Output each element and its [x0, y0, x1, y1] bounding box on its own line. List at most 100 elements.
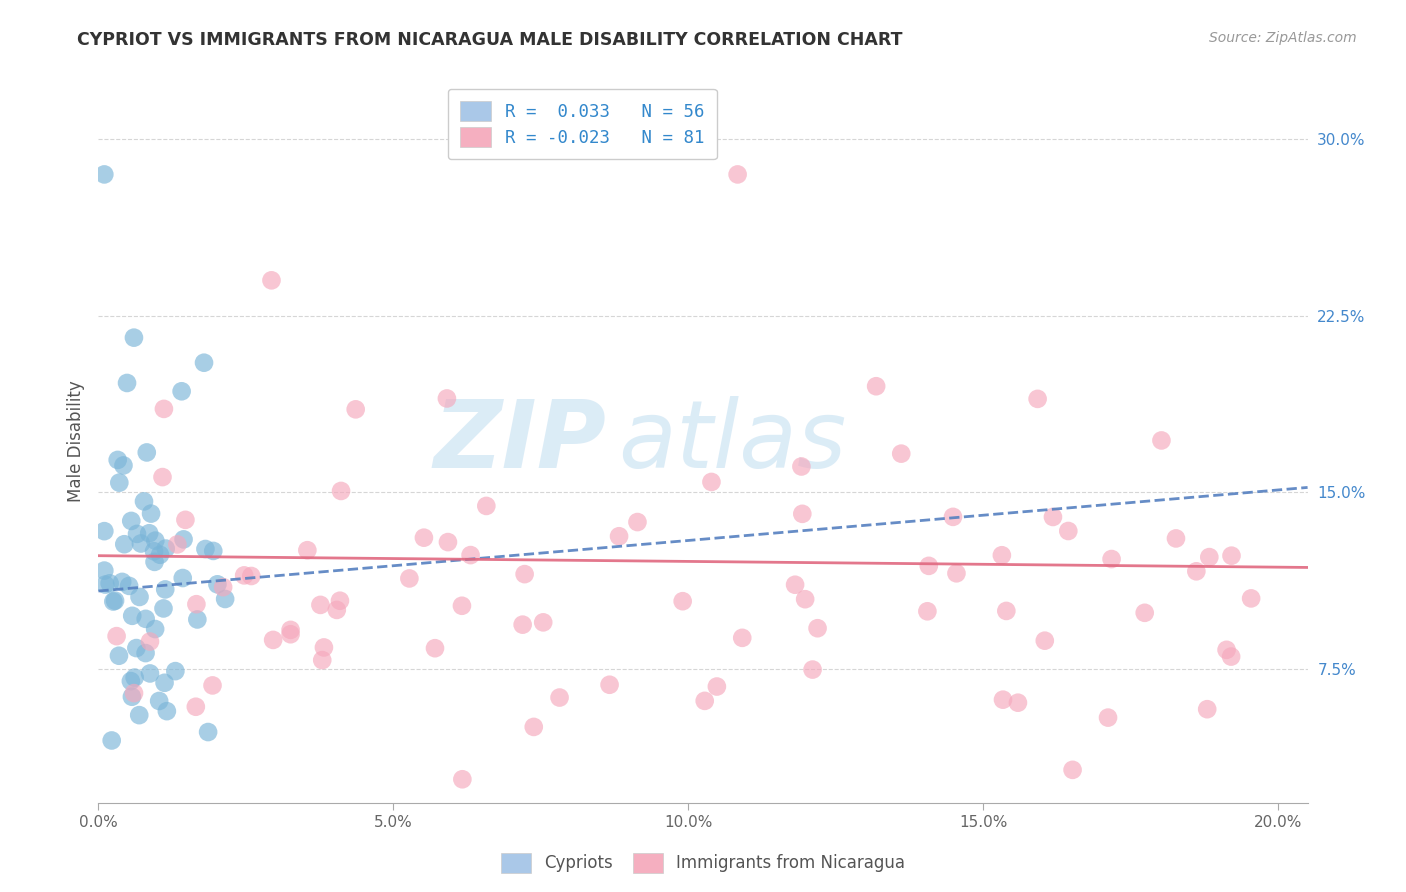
Point: [599, 678, 621, 692]
Point: [132, 494, 155, 508]
Point: [1220, 549, 1243, 563]
Point: [107, 453, 129, 467]
Point: [155, 582, 177, 597]
Point: [423, 641, 446, 656]
Point: [93, 564, 115, 578]
Point: [122, 686, 145, 700]
Point: [1198, 550, 1220, 565]
Point: [135, 445, 157, 459]
Point: [783, 578, 806, 592]
Point: [152, 601, 174, 615]
Point: [262, 632, 284, 647]
Point: [212, 580, 235, 594]
Point: [311, 653, 333, 667]
Point: [149, 548, 172, 562]
Legend: R =  0.033   N = 56, R = -0.023   N = 81: R = 0.033 N = 56, R = -0.023 N = 81: [447, 89, 717, 160]
Point: [93, 168, 115, 182]
Point: [1062, 763, 1084, 777]
Point: [700, 475, 723, 489]
Point: [531, 615, 554, 630]
Point: [172, 571, 194, 585]
Point: [100, 733, 122, 747]
Point: [120, 674, 142, 689]
Point: [125, 641, 148, 656]
Point: [111, 574, 134, 589]
Point: [794, 592, 817, 607]
Point: [398, 571, 420, 585]
Point: [1097, 711, 1119, 725]
Point: [945, 566, 967, 581]
Point: [194, 541, 217, 556]
Point: [128, 708, 150, 723]
Point: [129, 536, 152, 550]
Point: [607, 529, 630, 543]
Point: [1133, 606, 1156, 620]
Point: [118, 579, 141, 593]
Legend: Cypriots, Immigrants from Nicaragua: Cypriots, Immigrants from Nicaragua: [494, 847, 912, 880]
Point: [128, 590, 150, 604]
Point: [138, 526, 160, 541]
Point: [121, 690, 143, 704]
Point: [1164, 532, 1187, 546]
Point: [1042, 510, 1064, 524]
Point: [108, 648, 131, 663]
Point: [672, 594, 695, 608]
Point: [991, 548, 1014, 562]
Point: [202, 544, 225, 558]
Point: [513, 567, 536, 582]
Point: [727, 168, 749, 182]
Point: [260, 273, 283, 287]
Point: [1150, 434, 1173, 448]
Point: [103, 594, 125, 608]
Point: [98, 576, 121, 591]
Point: [152, 470, 174, 484]
Point: [890, 447, 912, 461]
Point: [153, 675, 176, 690]
Point: [112, 458, 135, 473]
Point: [105, 629, 128, 643]
Point: [108, 475, 131, 490]
Point: [139, 666, 162, 681]
Point: [693, 694, 716, 708]
Point: [942, 509, 965, 524]
Point: [104, 593, 127, 607]
Point: [1101, 552, 1123, 566]
Point: [1033, 633, 1056, 648]
Point: [806, 621, 828, 635]
Point: [1185, 564, 1208, 578]
Point: [436, 392, 458, 406]
Point: [122, 331, 145, 345]
Point: [165, 664, 187, 678]
Point: [451, 599, 474, 613]
Point: [207, 577, 229, 591]
Point: [170, 384, 193, 399]
Point: [1057, 524, 1080, 538]
Point: [94, 577, 117, 591]
Point: [706, 680, 728, 694]
Point: [995, 604, 1018, 618]
Point: [155, 541, 177, 556]
Point: [148, 694, 170, 708]
Point: [233, 568, 256, 582]
Point: [124, 671, 146, 685]
Point: [214, 592, 236, 607]
Point: [112, 537, 135, 551]
Point: [865, 379, 887, 393]
Point: [143, 533, 166, 548]
Text: atlas: atlas: [619, 396, 846, 487]
Point: [166, 537, 188, 551]
Point: [197, 725, 219, 739]
Point: [475, 499, 498, 513]
Point: [344, 402, 367, 417]
Point: [330, 483, 353, 498]
Point: [309, 598, 332, 612]
Point: [193, 356, 215, 370]
Point: [523, 720, 546, 734]
Point: [139, 507, 162, 521]
Point: [1026, 392, 1049, 406]
Point: [156, 704, 179, 718]
Text: CYPRIOT VS IMMIGRANTS FROM NICARAGUA MALE DISABILITY CORRELATION CHART: CYPRIOT VS IMMIGRANTS FROM NICARAGUA MAL…: [77, 31, 903, 49]
Point: [173, 533, 195, 547]
Point: [626, 515, 648, 529]
Point: [917, 604, 939, 618]
